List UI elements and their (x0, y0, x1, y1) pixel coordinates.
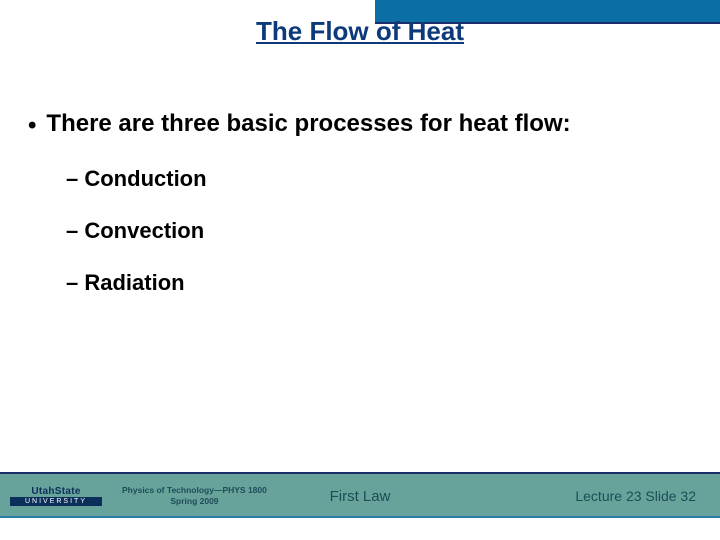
slide-title: The Flow of Heat (256, 16, 464, 50)
footer-band: UtahState UNIVERSITY Physics of Technolo… (0, 472, 720, 518)
course-info: Physics of Technology—PHYS 1800 Spring 2… (122, 485, 267, 507)
logo-name: UtahState (31, 486, 80, 497)
footer-topic: First Law (330, 488, 391, 505)
title-wrap: The Flow of Heat (0, 0, 720, 50)
bullet-icon: • (28, 114, 36, 138)
sub-list: – Conduction – Convection – Radiation (66, 166, 692, 296)
course-line-1: Physics of Technology—PHYS 1800 (122, 485, 267, 496)
content-area: • There are three basic processes for he… (28, 110, 692, 322)
logo-sub: UNIVERSITY (10, 497, 102, 506)
sub-item-label: Convection (84, 218, 204, 243)
sub-item-label: Conduction (84, 166, 206, 191)
main-bullet: • There are three basic processes for he… (28, 110, 692, 138)
course-line-2: Spring 2009 (122, 496, 267, 507)
sub-item: – Conduction (66, 166, 692, 192)
university-logo: UtahState UNIVERSITY (10, 477, 102, 515)
header: The Flow of Heat (0, 0, 720, 50)
sub-item-label: Radiation (84, 270, 184, 295)
sub-item: – Radiation (66, 270, 692, 296)
main-bullet-text: There are three basic processes for heat… (46, 110, 570, 138)
sub-item: – Convection (66, 218, 692, 244)
footer-slide-number: Lecture 23 Slide 32 (575, 488, 696, 504)
footer-bottom-rule (0, 516, 720, 518)
